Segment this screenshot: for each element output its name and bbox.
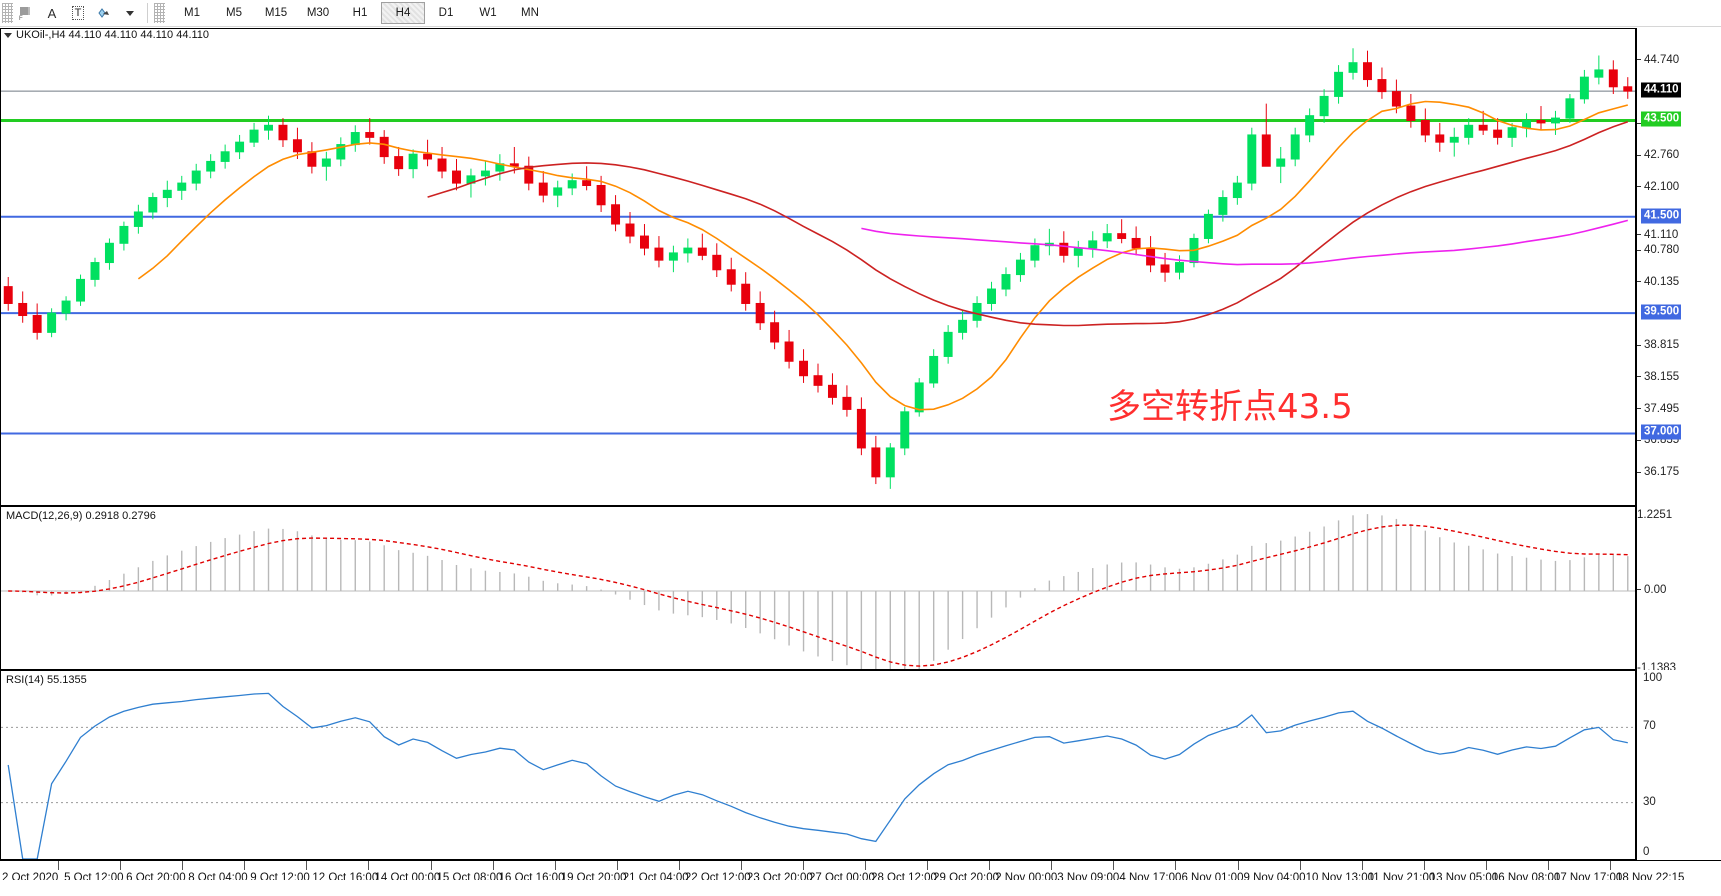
- price-tick: 40.135: [1637, 276, 1679, 288]
- rsi-label: RSI(14) 55.1355: [6, 674, 87, 686]
- time-axis-tick: [368, 861, 370, 870]
- label-tool-icon[interactable]: T: [65, 2, 91, 24]
- macd-tick: 0.00: [1637, 584, 1666, 596]
- timeframe-d1[interactable]: D1: [438, 7, 454, 19]
- price-tick: 37.495: [1637, 403, 1679, 415]
- price-level-badge[interactable]: 41.500: [1641, 208, 1682, 224]
- time-axis-tick: [865, 861, 867, 870]
- rsi-tick: 0: [1643, 846, 1650, 858]
- price-tick: 41.110: [1637, 229, 1678, 241]
- timeframe-h4[interactable]: H4: [381, 2, 425, 24]
- collapse-triangle-icon[interactable]: [4, 32, 12, 38]
- symbol-ohlc-label: UKOil-,H4 44.110 44.110 44.110 44.110: [16, 29, 210, 41]
- time-axis-tick: [306, 861, 308, 870]
- time-axis-tick: [1547, 861, 1549, 870]
- time-axis-tick: [1237, 861, 1239, 870]
- timeframe-m30[interactable]: M30: [306, 7, 330, 19]
- chart-annotation-text: 多空转折点43.5: [1107, 387, 1353, 427]
- time-axis-tick: [182, 861, 184, 870]
- svg-text:F: F: [19, 16, 23, 21]
- price-scale[interactable]: 44.74043.42042.76042.10041.11040.78040.1…: [1636, 28, 1721, 506]
- macd-label: MACD(12,26,9) 0.2918 0.2796: [6, 510, 156, 522]
- rsi-tick: 70: [1643, 720, 1656, 733]
- toolbar-divider: [147, 3, 148, 23]
- timeframe-mn[interactable]: MN: [521, 7, 539, 19]
- shapes-dropdown-caret-icon[interactable]: [117, 2, 143, 24]
- time-axis-tick: [1361, 861, 1363, 870]
- price-tick: 36.175: [1637, 466, 1679, 478]
- macd-scale: 1.2251 0.00 -1.1383: [1636, 506, 1721, 674]
- timeframe-bar-grip[interactable]: [154, 3, 165, 23]
- time-axis-tick: [1610, 861, 1611, 870]
- time-axis-tick: [554, 861, 556, 870]
- price-chart-pane[interactable]: 多空转折点43.5: [0, 28, 1636, 506]
- timeframe-m15[interactable]: M15: [264, 7, 288, 19]
- time-axis-tick: [1113, 861, 1115, 870]
- shapes-tool-icon[interactable]: [91, 2, 117, 24]
- price-chart-canvas: [1, 48, 1635, 489]
- price-level-badge[interactable]: 44.110: [1641, 82, 1681, 98]
- toolbar-grip[interactable]: [2, 3, 13, 23]
- time-axis-tick: [1299, 861, 1301, 870]
- crosshair-icon[interactable]: F: [13, 2, 39, 24]
- timeframe-w1[interactable]: W1: [479, 7, 497, 19]
- time-axis-tick: [430, 861, 432, 870]
- macd-tick: 1.2251: [1637, 509, 1673, 521]
- time-axis-tick: [492, 861, 494, 870]
- time-axis-tick: [927, 861, 929, 870]
- timeframe-m5[interactable]: M5: [226, 7, 242, 19]
- macd-pane[interactable]: MACD(12,26,9) 0.2918 0.2796: [0, 506, 1636, 670]
- chart-header[interactable]: UKOil-,H4 44.110 44.110 44.110 44.110: [0, 28, 209, 42]
- price-tick: 42.100: [1637, 181, 1679, 193]
- text-tool-icon[interactable]: A: [47, 5, 57, 21]
- timeframe-h1[interactable]: H1: [352, 7, 368, 19]
- price-tick: 38.815: [1637, 339, 1679, 351]
- price-tick: 40.780: [1637, 244, 1679, 256]
- price-tick: 38.155: [1637, 371, 1679, 383]
- time-axis-tick: [58, 861, 60, 870]
- time-axis-tick: [678, 861, 680, 870]
- time-axis-tick: [1485, 861, 1487, 870]
- price-level-badge[interactable]: 43.500: [1641, 111, 1682, 127]
- time-axis-tick: [740, 861, 742, 870]
- rsi-tick: 30: [1643, 795, 1656, 808]
- time-axis-tick: [1051, 861, 1053, 870]
- price-level-badge[interactable]: 39.500: [1641, 304, 1682, 320]
- time-axis-tick: [616, 861, 618, 870]
- time-axis-tick: [803, 861, 804, 870]
- price-tick: 44.740: [1637, 54, 1679, 66]
- time-axis-tick: [1175, 861, 1177, 870]
- chart-scrollbar[interactable]: [0, 880, 1721, 895]
- price-tick: 42.760: [1637, 149, 1679, 161]
- time-axis-tick: [989, 861, 991, 870]
- price-level-badge[interactable]: 37.000: [1641, 424, 1682, 440]
- timeframe-m1[interactable]: M1: [184, 7, 200, 19]
- toolbar: F A T M1 M5 M15 M30 H1 H4 D1 W1 MN: [0, 0, 1721, 27]
- rsi-tick: 100: [1643, 672, 1663, 684]
- time-axis-tick: [244, 861, 246, 870]
- time-axis-tick: [1423, 861, 1425, 870]
- time-axis-tick: [120, 861, 122, 870]
- rsi-pane[interactable]: RSI(14) 55.1355: [0, 670, 1636, 860]
- rsi-canvas: [1, 692, 1635, 859]
- rsi-scale: 100 70 30 0: [1636, 670, 1721, 860]
- macd-canvas: [1, 514, 1635, 669]
